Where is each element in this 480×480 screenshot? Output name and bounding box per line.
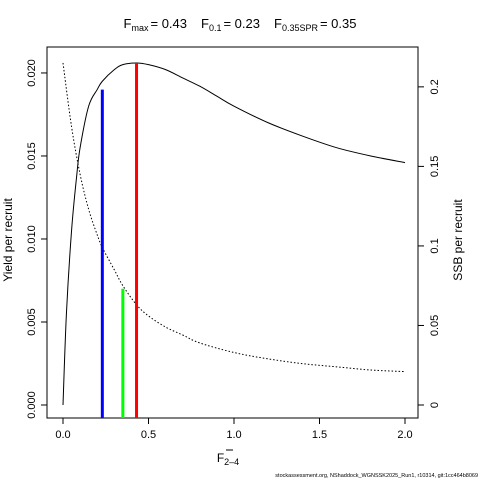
fmax-label: F [124,16,132,31]
f01-value: = 0.23 [223,16,260,31]
f01-sub: 0.1 [209,23,222,33]
y-right-tick-label: 0.15 [429,156,441,177]
fspr-label: F [274,16,282,31]
y-right-axis-label: SSB per recruit [451,199,465,281]
x-axis: 0.0 0.5 1.0 1.5 2.0 [55,417,413,441]
x-tick-label: 1.5 [312,429,327,441]
ssb-per-recruit-line [62,62,406,373]
y-right-tick-label: 0.05 [429,315,441,336]
x-tick-label: 2.0 [397,429,412,441]
fspr-value: = 0.35 [320,16,357,31]
x-axis-label-sub: 2–4 [224,457,239,467]
chart-title: Fmax = 0.43 F0.1 = 0.23 F0.35SPR = 0.35 [124,16,357,33]
y-left-axis-label: Yield per recruit [1,198,15,282]
series-layer [62,62,406,406]
x-tick-label: 1.0 [226,429,241,441]
y-left-tick-label: 0.005 [26,308,38,336]
yield-per-recruit-line [62,62,406,406]
f01-label: F [201,16,209,31]
fmax-sub: max [131,23,149,33]
y-right-tick-label: 0.1 [429,238,441,253]
x-axis-label-main: F [217,451,224,465]
y-left-tick-label: 0.010 [26,225,38,253]
y-left-axis: 0.000 0.005 0.010 0.015 0.020 [26,59,47,419]
x-tick-label: 0.0 [55,429,70,441]
y-left-tick-label: 0.000 [26,391,38,419]
fspr-sub: 0.35SPR [282,23,319,33]
y-right-tick-label: 0.2 [429,79,441,94]
y-right-tick-label: 0 [429,402,441,408]
footer-note: stockassessment.org, NShaddock_WGNSSK202… [275,473,478,479]
x-tick-label: 0.5 [141,429,156,441]
y-right-axis: 0 0.05 0.1 0.15 0.2 [418,79,441,408]
reference-lines [100,63,139,418]
y-left-tick-label: 0.015 [26,142,38,170]
fmax-value: = 0.43 [150,16,187,31]
x-axis-label: F2–4 [217,451,239,467]
y-left-tick-label: 0.020 [26,59,38,87]
